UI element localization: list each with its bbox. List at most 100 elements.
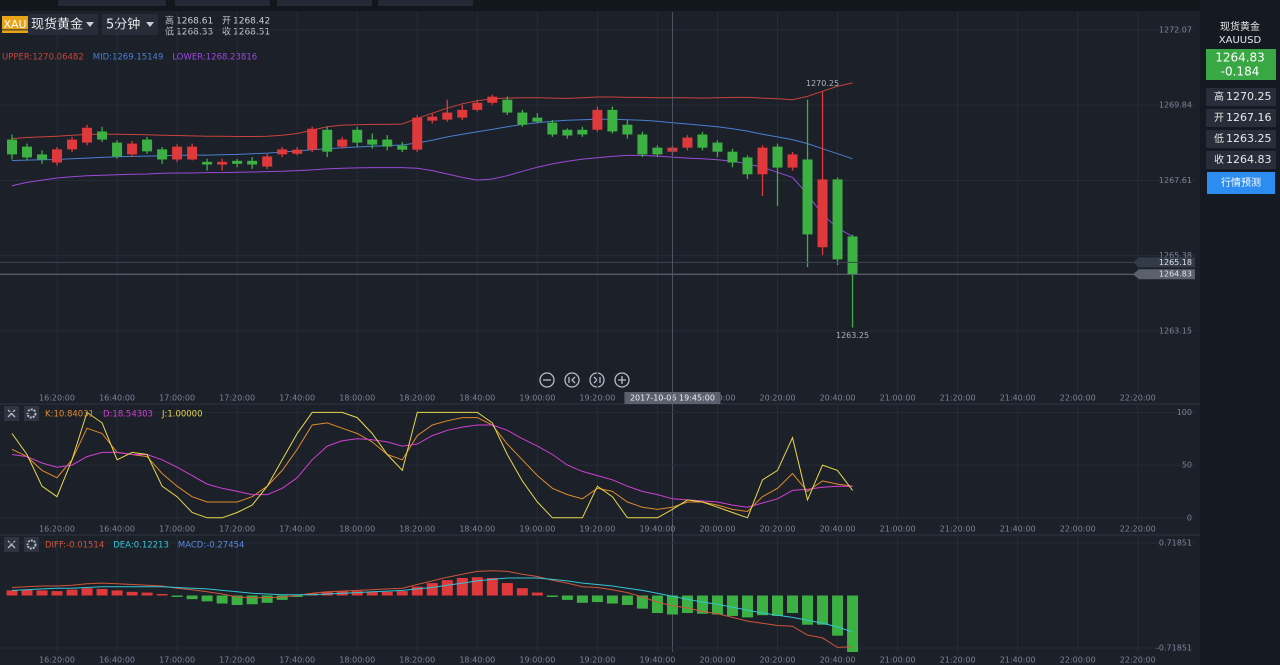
candle-body: [757, 147, 768, 175]
candle-body: [457, 109, 468, 118]
histogram-bar: [141, 592, 153, 596]
forecast-button[interactable]: [1207, 172, 1275, 194]
candle-body: [7, 139, 17, 155]
candle-body: [97, 131, 108, 140]
x-tick-label: 19:00:00: [519, 656, 555, 665]
sidebar-stat-value: 1267.16: [1226, 111, 1272, 124]
top-tab: [378, 0, 473, 6]
candle-body: [487, 96, 498, 103]
candle-body: [367, 139, 378, 145]
candle-body: [217, 161, 228, 165]
histogram-bar: [757, 595, 768, 616]
sidebar-stat-label: 高: [1214, 90, 1224, 103]
candle-body: [772, 146, 783, 168]
candle-body: [532, 117, 543, 122]
candle-body: [277, 149, 288, 155]
top-tab: [58, 0, 166, 6]
scroll-left[interactable]: [564, 372, 580, 388]
candle-body: [247, 160, 258, 165]
x-tick-label: 19:00:00: [519, 525, 555, 534]
series-line: [11, 570, 853, 648]
x-tick-label: 18:20:00: [399, 656, 435, 665]
charts: 16:20:00 16:40:00 17:00:00 17:20:00 17:40:00…: [0, 12, 1195, 665]
histogram-bar: [381, 591, 393, 596]
candle-body: [832, 179, 843, 260]
scroll-left-icon: [568, 376, 576, 384]
x-tick-label: 20:40:00: [820, 394, 856, 403]
header-stat-value: 1268.33: [176, 28, 213, 38]
candle-body: [427, 116, 438, 121]
histogram-bar: [96, 588, 108, 596]
candle-body: [577, 129, 588, 135]
histogram-bar: [772, 595, 784, 616]
price-tag: [1133, 269, 1195, 280]
settings-button[interactable]: [24, 537, 39, 552]
x-tick-label: 18:00:00: [339, 394, 375, 403]
histogram-bar: [471, 577, 483, 596]
candle-body: [382, 139, 393, 147]
x-tick-label: 19:20:00: [579, 525, 615, 534]
x-tick-label: 17:20:00: [219, 525, 255, 534]
histogram-bar: [36, 590, 48, 596]
x-tick-label: 16:40:00: [99, 525, 135, 534]
histogram-bar: [456, 577, 468, 596]
header-stat-value: 1268.61: [176, 17, 213, 27]
stat-box: [1206, 151, 1276, 169]
x-tick-label: 18:40:00: [459, 394, 495, 403]
header-stat-label: 开: [222, 16, 231, 27]
x-tick-label: 17:40:00: [279, 394, 315, 403]
top-tab: [277, 0, 372, 6]
candle-body: [787, 154, 798, 168]
stat-box: [1206, 109, 1276, 127]
x-tick-label: 16:20:00: [39, 525, 75, 534]
candle-body: [682, 137, 693, 148]
x-tick-label: 21:00:00: [880, 525, 916, 534]
candle-body: [697, 134, 708, 148]
histogram-bar: [441, 580, 453, 596]
header-stat-value: 1268.51: [233, 28, 270, 38]
candle-body: [817, 179, 828, 248]
top-tab: [175, 0, 270, 6]
histogram-bar: [156, 594, 168, 596]
x-tick-label: 16:20:00: [39, 394, 75, 403]
x-tick-label: 18:40:00: [459, 525, 495, 534]
x-tick-label: 19:20:00: [579, 656, 615, 665]
y-tick-label: 50: [1182, 461, 1192, 470]
sidebar-stat-label: 收: [1214, 153, 1224, 166]
x-tick-label: 16:20:00: [39, 656, 75, 665]
candle-body: [172, 146, 183, 160]
histogram-bar: [51, 591, 63, 596]
header-stat-label: 高: [165, 15, 174, 27]
x-tick-label: 20:40:00: [820, 525, 856, 534]
legend-entry: K:10.84031: [45, 410, 94, 420]
zoom-in-icon: [618, 376, 626, 384]
histogram-bar: [606, 595, 618, 604]
header-stat-label: 低: [165, 26, 174, 38]
x-tick-label: 16:40:00: [99, 656, 135, 665]
price-tag-label: 1264.83: [1159, 270, 1192, 279]
price-box: [1206, 49, 1276, 80]
zoom-in[interactable]: [614, 372, 630, 388]
header-stat-value: 1268.42: [233, 17, 270, 27]
symbol-badge: XAU: [3, 18, 26, 31]
candle-body: [157, 149, 168, 160]
histogram-bar: [171, 595, 183, 597]
candle-body: [337, 139, 348, 147]
plot-area: [0, 405, 1195, 522]
zoom-out[interactable]: [539, 372, 555, 388]
histogram-bar: [426, 583, 438, 596]
x-tick-label: 19:40:00: [639, 525, 675, 534]
histogram-bar: [591, 595, 603, 603]
candle-body: [352, 129, 363, 143]
settings-button[interactable]: [24, 406, 39, 421]
top-strip: [0, 0, 1200, 11]
histogram-bar: [711, 595, 723, 615]
x-tick-label: 18:40:00: [459, 656, 495, 665]
x-tick-label: 20:00:00: [700, 656, 736, 665]
dropdown-arrow: [146, 22, 154, 27]
candle-body: [562, 129, 573, 136]
histogram-bar: [66, 589, 78, 596]
min-label: 1263.25: [836, 331, 869, 340]
stat-box: [1206, 130, 1276, 148]
